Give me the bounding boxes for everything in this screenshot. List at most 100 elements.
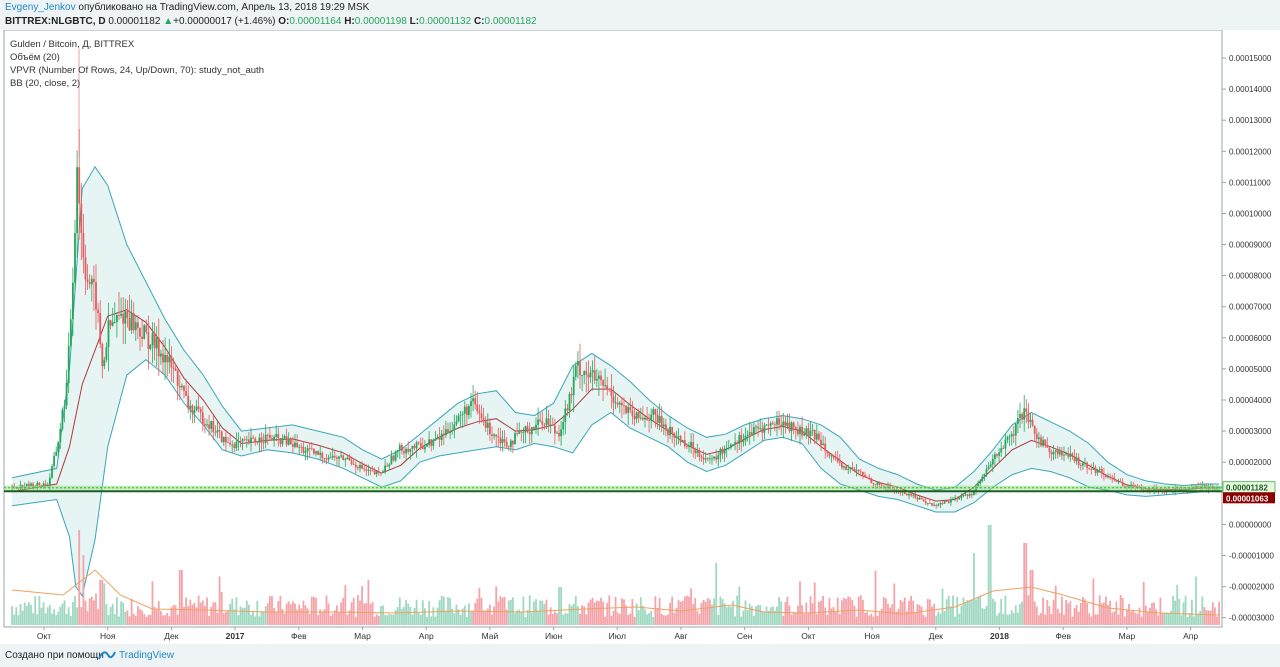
candle-body [193,410,196,413]
volume-bar [289,604,292,625]
x-tick-label: Ноя [864,631,880,641]
candle-body [1115,479,1118,482]
candle-body [763,425,766,433]
volume-bar [489,604,491,625]
candle-body [790,422,793,432]
legend-vpvr[interactable]: VPVR (Number Of Rows, 24, Up/Down, 70): … [10,65,264,76]
volume-bar [778,596,780,625]
volume-bar [1205,610,1208,625]
volume-bar [579,613,581,625]
volume-bar [436,607,439,625]
volume-bar [1065,600,1067,625]
volume-bar [338,612,340,625]
volume-bar [463,605,466,625]
candle-body [396,450,399,452]
volume-bar [116,597,118,625]
volume-bar [870,613,873,625]
volume-bar [891,604,894,625]
volume-bar [748,603,751,625]
candle-body [411,446,414,449]
candle-body [604,385,606,387]
candle-body [838,461,841,463]
volume-bar [606,603,609,625]
tradingview-logo-icon[interactable] [98,649,116,661]
candle-body [851,467,854,469]
close-label: C: [473,16,485,27]
legend-bb[interactable]: BB (20, close, 2) [10,78,81,89]
candle-body [357,467,359,469]
volume-bar [336,605,338,625]
volume-bar [371,602,374,625]
candle-body [390,455,393,465]
plot-frame [3,30,1223,628]
volume-bar [63,600,66,625]
candle-body [298,446,301,448]
last-price-tag-text: 0.00001182 [1226,484,1268,493]
author-link[interactable]: Evgeny_Jenkov [5,2,76,13]
candle-body [868,477,871,479]
volume-bar [918,604,921,625]
volume-bar [323,609,326,625]
volume-bar [518,609,521,625]
candle-body [292,444,294,447]
volume-bar [453,613,456,625]
volume-bar [629,613,632,625]
volume-bar [759,605,762,625]
volume-bar [260,610,263,625]
volume-bar [93,600,95,625]
candle-body [556,432,558,434]
tradingview-link[interactable]: TradingView [119,650,175,661]
volume-bar [380,606,382,625]
volume-bar [352,597,355,625]
volume-bar [507,600,510,625]
candle-body [424,446,426,450]
candle-body [105,347,108,360]
candle-body [845,466,847,470]
volume-bar [1004,595,1007,625]
volume-bar [528,595,531,625]
volume-bar [631,599,634,625]
candle-body [162,353,164,363]
volume-bar [229,603,231,625]
volume-bar [868,615,871,625]
candle-body [166,355,169,363]
volume-bar [392,614,395,625]
candle-body [562,422,565,430]
volume-bar [162,615,164,625]
candle-body [866,477,868,479]
volume-bar [539,600,542,625]
volume-bar [225,611,227,625]
volume-bar [681,600,684,625]
volume-bar [922,615,925,625]
volume-bar [581,605,583,625]
candle-body [826,450,829,454]
volume-bar [950,606,952,625]
volume-bar [178,570,181,625]
volume-bar [616,612,619,625]
candle-body [941,503,944,504]
low-label: L: [409,16,420,27]
volume-bar [595,600,598,625]
candle-body [1100,469,1103,474]
candle-body [1084,462,1086,464]
price-chart[interactable]: 0.00015000 0.00014000 0.00013000 0.00012000… [0,30,1280,644]
candle-body [700,456,703,458]
chart-area[interactable]: 0.00015000 0.00014000 0.00013000 0.00012000… [0,30,1280,644]
candle-body [440,433,443,440]
legend-volume[interactable]: Объём (20) [10,52,60,63]
volume-bar [1161,613,1164,625]
volume-bar [746,610,749,625]
volume-bar [1073,608,1076,625]
volume-bar [1069,601,1072,625]
candle-body [598,375,600,379]
price-change: +0.00000017 (+1.46%) [173,16,276,27]
candle-body [365,469,368,471]
volume-bar [145,617,148,625]
candle-body [514,433,516,445]
volume-bar [308,613,311,625]
candle-body [612,396,615,403]
candle-body [241,439,244,442]
volume-bar [952,595,954,625]
candle-body [346,457,349,460]
volume-bar [792,612,795,625]
